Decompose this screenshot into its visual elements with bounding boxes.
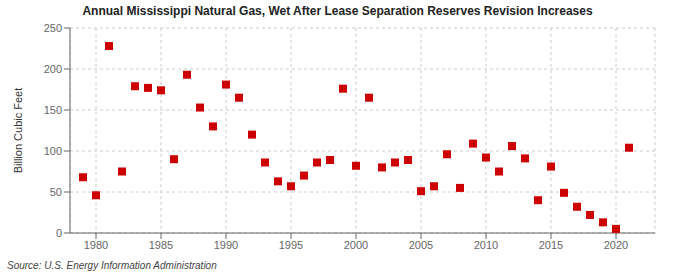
svg-text:150: 150 (44, 104, 62, 116)
svg-text:1990: 1990 (214, 239, 238, 251)
svg-text:2010: 2010 (474, 239, 498, 251)
svg-text:50: 50 (50, 186, 62, 198)
svg-text:250: 250 (44, 22, 62, 34)
html-text:Annual Mississippi Natural Gas: Annual Mississippi Natural Gas, Wet Afte… (82, 4, 593, 18)
svg-text:1985: 1985 (149, 239, 173, 251)
svg-text:2020: 2020 (604, 239, 628, 251)
html-text:Source: U.S. Energy Informatio: Source: U.S. Energy Information Administ… (7, 260, 217, 271)
svg-text:2005: 2005 (409, 239, 433, 251)
svg-text:Billion Cubic Feet: Billion Cubic Feet (12, 88, 24, 174)
svg-text:0: 0 (56, 227, 62, 239)
svg-text:2015: 2015 (539, 239, 563, 251)
svg-text:1980: 1980 (84, 239, 108, 251)
svg-text:1995: 1995 (279, 239, 303, 251)
svg-text:100: 100 (44, 145, 62, 157)
svg-text:200: 200 (44, 63, 62, 75)
svg-text:2000: 2000 (344, 239, 368, 251)
